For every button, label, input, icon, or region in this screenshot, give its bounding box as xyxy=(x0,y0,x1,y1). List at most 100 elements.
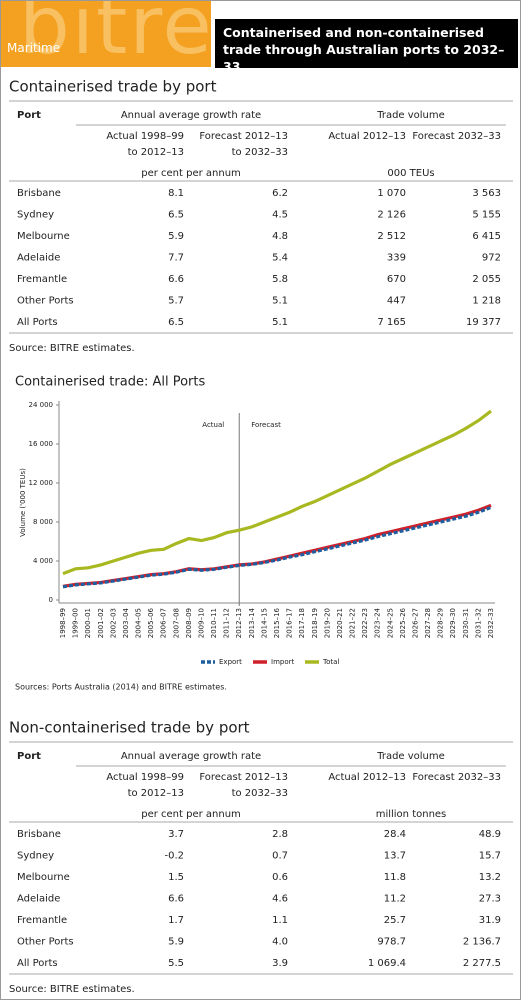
x-tick-label: 1999–00 xyxy=(72,608,80,638)
table-cell: 6.5 xyxy=(168,210,184,221)
table-cell: 339 xyxy=(387,253,406,264)
row-label: Adelaide xyxy=(17,894,60,905)
column-header: Port xyxy=(17,110,41,121)
x-tick-label: 2016–17 xyxy=(286,608,294,638)
y-tick-label: 8 000 xyxy=(33,518,53,526)
row-label: Brisbane xyxy=(17,188,61,199)
row-label: Fremantle xyxy=(17,274,67,285)
unit-label: million tonnes xyxy=(376,809,447,820)
table-cell: 19 377 xyxy=(466,317,501,328)
column-header: to 2032–33 xyxy=(232,147,288,158)
x-tick-label: 2014–15 xyxy=(260,608,268,638)
table-cell: 1.5 xyxy=(168,872,184,883)
column-header: Forecast 2012–13 xyxy=(199,772,288,783)
table-cell: 5.1 xyxy=(272,317,288,328)
x-tick-label: 2015–16 xyxy=(273,607,281,638)
group-header: Trade volume xyxy=(376,110,445,121)
page-title: Containerised and non-containerised trad… xyxy=(215,19,518,74)
x-tick-label: 2026–27 xyxy=(411,608,419,638)
group-header: Trade volume xyxy=(376,751,445,762)
column-header: Actual 2012–13 xyxy=(328,772,406,783)
x-tick-label: 2027–28 xyxy=(424,608,432,638)
table-cell: 5.1 xyxy=(272,296,288,307)
x-tick-label: 2024–25 xyxy=(386,608,394,638)
table-cell: 25.7 xyxy=(384,915,406,926)
table-cell: 1 069.4 xyxy=(368,958,406,969)
table-cell: 2 512 xyxy=(377,231,406,242)
table-cell: 15.7 xyxy=(479,851,501,862)
column-header: to 2012–13 xyxy=(128,788,184,799)
table-cell: 2 126 xyxy=(377,210,406,221)
table-cell: 5.4 xyxy=(272,253,288,264)
logo-sub: Maritime xyxy=(7,41,61,55)
row-label: Adelaide xyxy=(17,253,60,264)
row-label: Sydney xyxy=(17,210,54,221)
table-cell: 978.7 xyxy=(377,937,406,948)
x-tick-label: 2007–08 xyxy=(172,608,180,638)
table-cell: 8.1 xyxy=(168,188,184,199)
y-tick-label: 4 000 xyxy=(33,557,53,565)
table-cell: 3 563 xyxy=(472,188,501,199)
x-tick-label: 2019–20 xyxy=(323,608,331,638)
y-tick-label: 0 xyxy=(49,596,53,604)
row-label: Sydney xyxy=(17,851,54,862)
table-cell: 48.9 xyxy=(479,829,501,840)
x-tick-label: 2029–30 xyxy=(449,608,457,638)
x-tick-label: 2031–32 xyxy=(474,608,482,638)
legend-label: Export xyxy=(219,658,242,666)
column-header: Forecast 2012–13 xyxy=(199,131,288,142)
table-cell: 2 055 xyxy=(472,274,501,285)
logo-text: bitre xyxy=(19,1,211,67)
x-tick-label: 1998–99 xyxy=(59,608,67,638)
x-tick-label: 2001–02 xyxy=(97,608,105,638)
x-tick-label: 2017–18 xyxy=(298,608,306,638)
section-title: Non-containerised trade by port xyxy=(9,719,250,737)
table-cell: 5 155 xyxy=(472,210,501,221)
table-cell: 1 218 xyxy=(472,296,501,307)
table-cell: 13.2 xyxy=(479,872,501,883)
column-header: Actual 1998–99 xyxy=(106,131,184,142)
table-cell: 5.7 xyxy=(168,296,184,307)
table-cell: 6.6 xyxy=(168,274,184,285)
table-cell: 670 xyxy=(387,274,406,285)
row-label: Other Ports xyxy=(17,937,74,948)
table-cell: 11.8 xyxy=(384,872,406,883)
source-note: Source: BITRE estimates. xyxy=(9,343,135,354)
table-cell: 5.9 xyxy=(168,937,184,948)
table-cell: 6.6 xyxy=(168,894,184,905)
x-tick-label: 2032–33 xyxy=(487,608,495,638)
table-cell: 1.1 xyxy=(272,915,288,926)
table-cell: 11.2 xyxy=(384,894,406,905)
column-header: Forecast 2032–33 xyxy=(412,772,501,783)
source-note: Source: BITRE estimates. xyxy=(9,984,135,995)
table-cell: 2 277.5 xyxy=(463,958,501,969)
table-cell: 31.9 xyxy=(479,915,501,926)
annotation: Actual xyxy=(202,421,224,429)
x-tick-label: 2012–13 xyxy=(235,608,243,638)
x-tick-label: 2028–29 xyxy=(437,608,445,638)
table-cell: 1.7 xyxy=(168,915,184,926)
x-tick-label: 2013–14 xyxy=(248,607,256,638)
table-cell: 27.3 xyxy=(479,894,501,905)
legend-label: Total xyxy=(322,658,339,666)
column-header: Actual 1998–99 xyxy=(106,772,184,783)
x-tick-label: 2010–11 xyxy=(210,608,218,638)
x-tick-label: 2022–23 xyxy=(361,608,369,638)
row-label: Fremantle xyxy=(17,915,67,926)
y-tick-label: 12 000 xyxy=(29,479,54,487)
x-tick-label: 2030–31 xyxy=(462,608,470,638)
source-note: Sources: Ports Australia (2014) and BITR… xyxy=(15,683,227,692)
column-header: Actual 2012–13 xyxy=(328,131,406,142)
row-label: Other Ports xyxy=(17,296,74,307)
table-cell: 4.0 xyxy=(272,937,288,948)
table-cell: 4.8 xyxy=(272,231,288,242)
table-cell: 5.8 xyxy=(272,274,288,285)
group-header: Annual average growth rate xyxy=(121,110,261,121)
table-cell: 13.7 xyxy=(384,851,406,862)
table-cell: 5.5 xyxy=(168,958,184,969)
unit-label: per cent per annum xyxy=(141,809,241,820)
x-tick-label: 2008–09 xyxy=(185,608,193,638)
legend-label: Import xyxy=(271,658,294,666)
table-cell: 7.7 xyxy=(168,253,184,264)
